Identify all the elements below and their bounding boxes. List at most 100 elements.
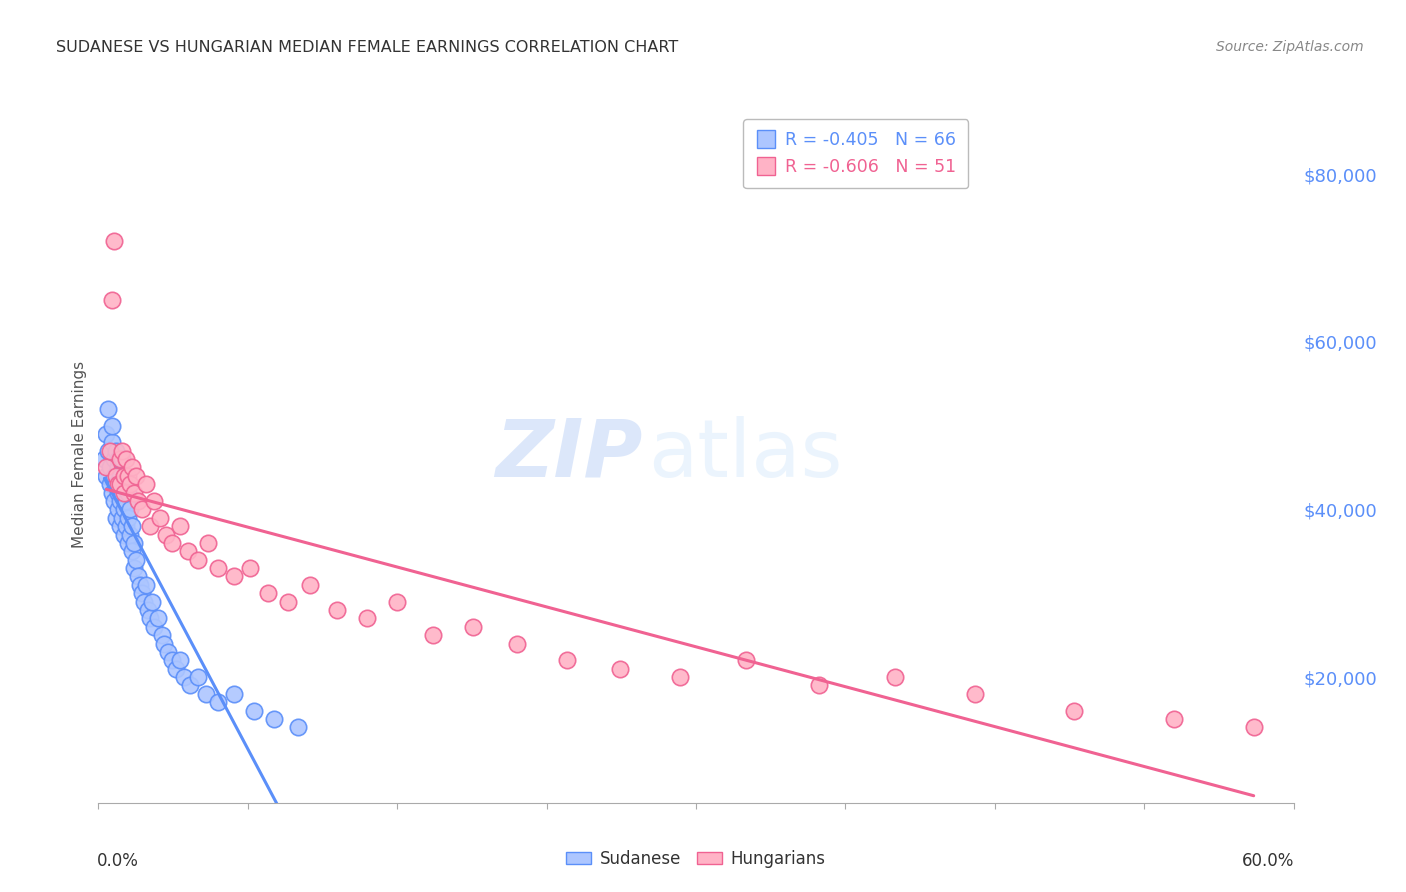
Point <box>93 452 115 467</box>
Point <box>115 519 138 533</box>
Point <box>356 611 378 625</box>
Text: Source: ZipAtlas.com: Source: ZipAtlas.com <box>1216 40 1364 54</box>
Point <box>110 519 132 533</box>
Point <box>97 443 120 458</box>
Point <box>117 536 139 550</box>
Point <box>121 544 143 558</box>
Point <box>117 485 139 500</box>
Point <box>127 569 149 583</box>
Point <box>139 519 162 533</box>
Point <box>117 468 139 483</box>
Point <box>256 586 278 600</box>
Point <box>107 460 129 475</box>
Point <box>111 510 134 524</box>
Point <box>165 662 187 676</box>
Point <box>121 519 143 533</box>
Point <box>105 443 128 458</box>
Point <box>326 603 349 617</box>
Point <box>1243 720 1265 734</box>
Point <box>131 502 153 516</box>
Point <box>298 578 321 592</box>
Point <box>100 477 122 491</box>
Point <box>169 653 191 667</box>
Point <box>173 670 195 684</box>
Point <box>101 418 124 433</box>
Point <box>96 468 118 483</box>
Point <box>101 293 124 307</box>
Point <box>134 594 156 608</box>
Point <box>125 552 148 566</box>
Legend: Sudanese, Hungarians: Sudanese, Hungarians <box>560 843 832 874</box>
Point <box>131 586 153 600</box>
Point <box>107 502 129 516</box>
Point <box>101 485 124 500</box>
Point <box>97 401 120 416</box>
Point <box>124 485 146 500</box>
Point <box>179 678 201 692</box>
Point <box>110 452 132 467</box>
Text: SUDANESE VS HUNGARIAN MEDIAN FEMALE EARNINGS CORRELATION CHART: SUDANESE VS HUNGARIAN MEDIAN FEMALE EARN… <box>56 40 679 55</box>
Point <box>105 477 128 491</box>
Point <box>135 477 157 491</box>
Point <box>103 494 125 508</box>
Point <box>808 678 831 692</box>
Point <box>110 477 132 491</box>
Text: ZIP: ZIP <box>495 416 643 494</box>
Point <box>148 611 170 625</box>
Point <box>135 578 157 592</box>
Text: atlas: atlas <box>648 416 842 494</box>
Point <box>153 636 176 650</box>
Point <box>609 662 631 676</box>
Point <box>103 234 125 248</box>
Point <box>239 561 262 575</box>
Point <box>120 477 142 491</box>
Point <box>187 670 209 684</box>
Point <box>141 594 163 608</box>
Point <box>149 510 172 524</box>
Point <box>110 468 132 483</box>
Point <box>177 544 200 558</box>
Point <box>963 687 986 701</box>
Point <box>143 494 166 508</box>
Point <box>139 611 162 625</box>
Point <box>96 460 118 475</box>
Point <box>107 485 129 500</box>
Point <box>160 653 183 667</box>
Point <box>115 452 138 467</box>
Point <box>155 527 177 541</box>
Point <box>105 468 128 483</box>
Point <box>110 494 132 508</box>
Point <box>143 620 166 634</box>
Point <box>150 628 173 642</box>
Point <box>100 460 122 475</box>
Point <box>112 485 135 500</box>
Point <box>120 502 142 516</box>
Point <box>669 670 692 684</box>
Point <box>101 435 124 450</box>
Point <box>207 695 229 709</box>
Point <box>111 485 134 500</box>
Point <box>222 569 245 583</box>
Point <box>124 561 146 575</box>
Point <box>112 468 135 483</box>
Point <box>263 712 285 726</box>
Point <box>124 536 146 550</box>
Point <box>422 628 444 642</box>
Point <box>195 687 218 701</box>
Point <box>461 620 484 634</box>
Point <box>277 594 299 608</box>
Point <box>1163 712 1185 726</box>
Point <box>160 536 183 550</box>
Point <box>111 443 134 458</box>
Point <box>117 510 139 524</box>
Text: 60.0%: 60.0% <box>1243 852 1295 870</box>
Point <box>884 670 907 684</box>
Point <box>96 427 118 442</box>
Point <box>115 494 138 508</box>
Point <box>207 561 229 575</box>
Point <box>107 452 129 467</box>
Point <box>125 468 148 483</box>
Point <box>111 452 134 467</box>
Point <box>222 687 245 701</box>
Point <box>287 720 309 734</box>
